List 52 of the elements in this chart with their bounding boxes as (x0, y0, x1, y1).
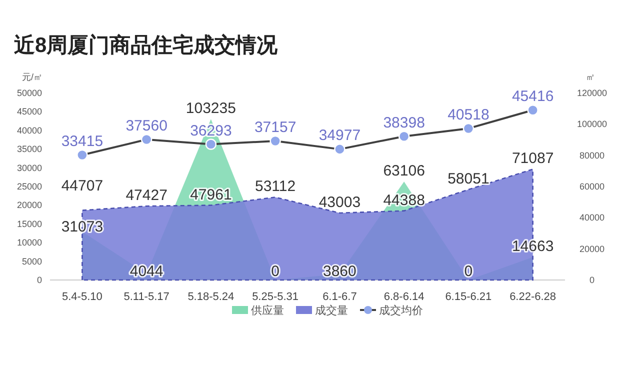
data-label: 47961 (190, 186, 232, 204)
data-label: 37560 (126, 118, 168, 135)
data-label: 63106 (383, 162, 425, 180)
y-tick-label: 50000 (16, 88, 42, 98)
x-tick-label: 5.4-5.10 (62, 291, 102, 303)
y2-tick-label: 0 (589, 275, 595, 285)
y-tick-label: 35000 (16, 144, 42, 154)
y-axis-title: 元/㎡ (22, 72, 43, 82)
y2-axis-title: ㎡ (586, 72, 595, 82)
x-tick-label: 6.8-6.14 (384, 291, 424, 303)
y2-tick-label: 40000 (579, 212, 605, 223)
data-label: 37157 (254, 119, 296, 136)
y2-tick-label: 100000 (576, 119, 608, 130)
x-tick-label: 5.11-5.17 (124, 291, 170, 303)
chart-title: 近8周厦门商品住宅成交情况 (13, 33, 279, 57)
data-label: 3860 (323, 263, 356, 280)
y-tick-label: 15000 (16, 218, 42, 229)
y2-tick-label: 80000 (579, 150, 605, 160)
y-tick-label: 5000 (22, 256, 42, 266)
data-label: 43003 (318, 194, 361, 211)
y2-tick-label: 120000 (576, 88, 608, 98)
y2-tick-label: 60000 (579, 182, 605, 192)
y-tick-label: 30000 (16, 162, 42, 173)
x-tick-label: 5.25-5.31 (252, 291, 299, 303)
legend-label: 成交量 (315, 304, 348, 317)
x-tick-label: 6.1-6.7 (322, 291, 357, 303)
y-tick-label: 25000 (16, 182, 42, 192)
legend-label: 成交均价 (379, 304, 423, 317)
y-tick-label: 40000 (16, 125, 42, 136)
data-label: 45416 (512, 88, 554, 106)
y-tick-label: 20000 (16, 200, 42, 210)
data-label: 58051 (448, 170, 490, 188)
data-label: 53112 (255, 178, 296, 196)
data-label: 38398 (383, 114, 425, 132)
legend-label: 供应量 (251, 304, 284, 317)
data-label: 47427 (126, 187, 168, 204)
data-label: 0 (271, 263, 280, 280)
data-label: 34977 (318, 127, 361, 144)
data-label: 33415 (61, 133, 104, 150)
x-tick-label: 6.22-6.28 (510, 291, 556, 303)
data-label: 40518 (448, 106, 490, 124)
data-label: 4044 (130, 263, 164, 280)
y-tick-label: 0 (36, 275, 42, 285)
y-tick-label: 45000 (16, 106, 42, 117)
data-label: 44707 (61, 177, 104, 194)
y2-tick-label: 20000 (579, 244, 605, 254)
x-tick-label: 6.15-6.21 (445, 291, 492, 303)
data-label: 0 (464, 263, 473, 280)
y-tick-label: 10000 (16, 238, 42, 248)
data-label: 71087 (512, 150, 554, 168)
data-label: 103235 (186, 100, 236, 118)
x-tick-label: 5.18-5.24 (188, 291, 234, 303)
